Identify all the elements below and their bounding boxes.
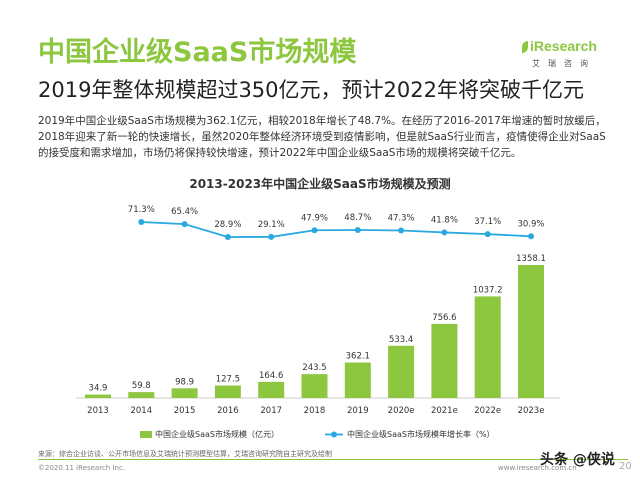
bar-value-label-2016: 127.5 xyxy=(216,375,240,385)
bar-2015 xyxy=(171,388,198,398)
growth-point-2016 xyxy=(224,234,231,240)
x-tick-label-2019: 2019 xyxy=(347,406,369,416)
bar-value-label-2015: 98.9 xyxy=(175,377,194,387)
bar-2019 xyxy=(344,362,371,398)
growth-label-2014: 71.3% xyxy=(128,205,155,215)
page-subtitle: 2019年整体规模超过350亿元，预计2022年将突破千亿元 xyxy=(38,78,584,102)
x-tick-label-2017: 2017 xyxy=(260,406,282,416)
growth-label-2015: 65.4% xyxy=(171,207,198,217)
x-tick-label-2018: 2018 xyxy=(304,406,326,416)
bar-2016 xyxy=(214,385,241,398)
legend-bar-label: 中国企业级SaaS市场规模（亿元） xyxy=(155,429,279,439)
description-line: 的接受度和需求增加，市场仍将保持较快增速，预计2022年中国企业级SaaS市场的… xyxy=(38,147,522,159)
bar-value-label-2014: 59.8 xyxy=(132,381,151,391)
bar-value-label-2013: 34.9 xyxy=(89,384,108,394)
bar-2023e xyxy=(518,265,544,398)
growth-label-2020e: 47.3% xyxy=(388,213,415,223)
bar-value-label-2022e: 1037.2 xyxy=(473,285,503,295)
bar-2014 xyxy=(128,392,155,398)
description-paragraph: 2019年中国企业级SaaS市场规模为362.1亿元，相较2018年增长了48.… xyxy=(38,113,618,161)
footer-divider xyxy=(38,459,628,460)
bar-value-label-2020e: 533.4 xyxy=(389,335,413,345)
growth-point-2015 xyxy=(181,221,188,228)
growth-point-2014 xyxy=(138,219,145,225)
leaf-icon xyxy=(522,41,528,53)
growth-rate-line xyxy=(141,221,532,238)
growth-point-2023e xyxy=(528,233,534,240)
bar-2022e xyxy=(474,296,501,398)
description-line: 2019年中国企业级SaaS市场规模为362.1亿元，相较2018年增长了48.… xyxy=(38,115,606,127)
legend-bar-swatch xyxy=(140,431,152,438)
growth-point-2022e xyxy=(484,231,491,238)
x-tick-label-2013: 2013 xyxy=(87,406,109,416)
bar-value-label-2023e: 1358.1 xyxy=(516,254,546,264)
bar-2018 xyxy=(301,374,328,398)
legend-line-marker xyxy=(331,431,337,438)
bar-2017 xyxy=(258,381,285,398)
iresearch-logo: iResearch 艾瑞咨询 xyxy=(520,38,612,78)
growth-point-2018 xyxy=(311,227,318,234)
bar-2021e xyxy=(431,323,458,398)
page-title: 中国企业级SaaS市场规模 xyxy=(38,37,357,68)
legend-line-label: 中国企业级SaaS市场规模年增长率（%） xyxy=(347,429,495,439)
bar-value-label-2019: 362.1 xyxy=(346,352,370,362)
growth-label-2019: 48.7% xyxy=(344,213,371,223)
growth-point-2019 xyxy=(354,226,361,233)
logo-main-text: iResearch xyxy=(530,38,597,54)
growth-point-2021e xyxy=(441,229,448,236)
growth-point-2020e xyxy=(398,227,405,234)
chart-title: 2013-2023年中国企业级SaaS市场规模及预测 xyxy=(189,177,451,191)
logo-sub-text: 艾瑞咨询 xyxy=(532,59,596,68)
x-tick-label-2015: 2015 xyxy=(174,406,196,416)
x-tick-label-2016: 2016 xyxy=(217,406,239,416)
growth-label-2021e: 41.8% xyxy=(431,215,458,225)
bar-2020e xyxy=(388,345,415,398)
bar-value-label-2021e: 756.6 xyxy=(432,313,456,323)
growth-label-2018: 47.9% xyxy=(301,213,328,223)
growth-label-2022e: 37.1% xyxy=(474,217,501,227)
description-line: 2018年迎来了新一轮的快速增长，虽然2020年整体经济环境受到疫情影响，但是就… xyxy=(38,131,606,143)
copyright-text: ©2020.11 iResearch Inc. xyxy=(38,464,126,472)
x-tick-label-2014: 2014 xyxy=(130,406,152,416)
page-number: 20 xyxy=(619,461,632,472)
x-tick-label-2020e: 2020e xyxy=(388,406,415,416)
growth-label-2017: 29.1% xyxy=(258,220,285,230)
x-tick-label-2023e: 2023e xyxy=(518,406,545,416)
watermark-text: 头条 @侠说 xyxy=(540,452,615,468)
x-tick-label-2022e: 2022e xyxy=(474,406,501,416)
source-note: 来源：综合企业访谈、公开市场信息及艾瑞统计预测模型估算，艾瑞咨询研究院自主研究及… xyxy=(38,450,332,458)
growth-point-2017 xyxy=(268,233,275,240)
bar-2013 xyxy=(85,394,111,398)
website-text: www.iresearch.com.cn xyxy=(498,464,577,472)
growth-label-2016: 28.9% xyxy=(214,220,241,230)
bar-value-label-2017: 164.6 xyxy=(259,371,283,381)
bar-value-label-2018: 243.5 xyxy=(302,363,326,373)
x-tick-label-2021e: 2021e xyxy=(431,406,458,416)
growth-label-2023e: 30.9% xyxy=(517,219,544,229)
